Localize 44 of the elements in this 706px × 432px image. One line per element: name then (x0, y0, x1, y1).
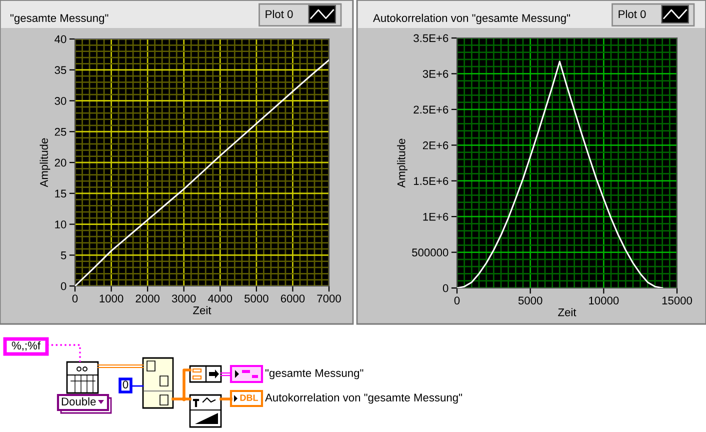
text: Double (62, 397, 96, 406)
x-tick-label: 7000 (317, 294, 341, 302)
y-tick-label: 2E+6 (422, 141, 448, 150)
x-tick-label: 10000 (589, 296, 619, 304)
x-tick-label: 0 (72, 294, 78, 302)
y-tick-label: 3.5E+6 (414, 34, 448, 42)
x-tick-label: 2000 (136, 294, 160, 302)
x-tick-label: 3000 (172, 294, 196, 302)
y-tick-label: 1.5E+6 (414, 177, 448, 185)
y-tick-label: 10 (55, 220, 66, 228)
y-tick-label: 0 (60, 282, 66, 290)
chart-title: Autokorrelation von "gesamte Messung" (373, 14, 570, 24)
text: 0 (122, 380, 128, 388)
x-tick-label: 0 (454, 296, 460, 304)
y-tick-label: 3E+6 (422, 70, 448, 78)
y-tick-label: 500000 (412, 248, 448, 256)
text: %,;%f (12, 341, 41, 351)
y-tick-label: 40 (54, 35, 66, 44)
y-tick-label: 20 (54, 158, 66, 167)
y-tick-label: 25 (54, 128, 66, 136)
x-tick-label: 6000 (280, 294, 305, 302)
x-tick-label: 1000 (100, 294, 124, 302)
legend-label: Plot 0 (266, 10, 293, 18)
y-tick-label: 5 (60, 252, 66, 260)
x-tick-label: 4000 (208, 294, 232, 302)
text: Autokorrelation von "gesamte Messung" (265, 393, 462, 404)
y-tick-label: 0 (442, 284, 448, 292)
x-axis-title: Zeit (558, 308, 576, 316)
y-tick-label: 1E+6 (423, 212, 448, 221)
text: DBL (240, 394, 258, 401)
x-tick-label: 15000 (662, 296, 692, 304)
x-tick-label: 5000 (518, 296, 542, 304)
legend-label: Plot 0 (618, 10, 646, 18)
chart-title: "gesamte Messung" (10, 14, 108, 24)
line-series (457, 60, 664, 288)
y-axis-title: Amplitude (397, 138, 408, 188)
y-axis-title: Amplitude (40, 138, 50, 188)
x-axis-title: Zeit (193, 306, 212, 314)
y-tick-label: 15 (55, 190, 66, 198)
y-tick-label: 30 (54, 97, 66, 105)
y-tick-label: 2.5E+6 (414, 106, 448, 114)
x-tick-label: 5000 (244, 294, 268, 302)
text: "gesamte Messung" (265, 369, 364, 380)
y-tick-label: 35 (54, 66, 66, 74)
